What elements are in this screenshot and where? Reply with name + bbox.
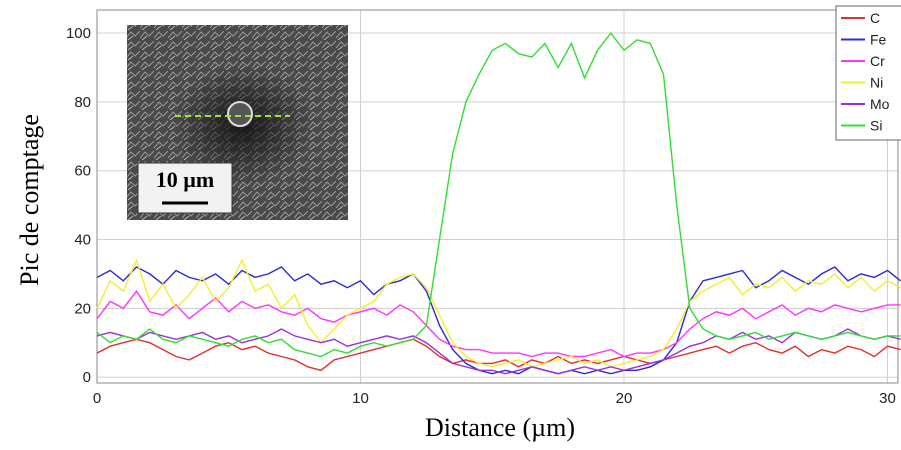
x-axis-title: Distance (µm) bbox=[425, 413, 575, 442]
x-tick-label: 20 bbox=[616, 390, 633, 407]
lines bbox=[96, 31, 901, 375]
legend-label: Si bbox=[870, 118, 882, 134]
inset-image: 10 µm bbox=[127, 25, 348, 220]
series-line bbox=[96, 31, 901, 358]
series-line bbox=[96, 258, 901, 368]
y-tick-label: 80 bbox=[74, 94, 91, 111]
legend-label: Cr bbox=[870, 53, 885, 69]
plot-frame bbox=[96, 9, 899, 384]
legend-box bbox=[835, 5, 901, 141]
y-tick-label: 20 bbox=[74, 300, 91, 317]
series-line bbox=[96, 289, 901, 358]
legend-label: Ni bbox=[870, 75, 883, 91]
legend: C Fe Cr Ni Mo Si bbox=[835, 5, 901, 141]
x-tick-label: 0 bbox=[93, 390, 101, 407]
scale-box bbox=[137, 162, 233, 214]
legend-label: C bbox=[870, 10, 880, 26]
scale-label: 10 µm bbox=[156, 167, 215, 192]
x-tick-label: 30 bbox=[879, 390, 896, 407]
y-tick-label: 0 bbox=[83, 369, 91, 386]
legend-label: Fe bbox=[870, 32, 887, 48]
series-line bbox=[96, 328, 901, 375]
series-line bbox=[96, 338, 901, 372]
y-tick-label: 40 bbox=[74, 232, 91, 249]
x-tick-label: 10 bbox=[352, 390, 369, 407]
sem-pit bbox=[227, 101, 253, 127]
y-axis-title: Pic de comptage bbox=[15, 114, 44, 286]
y-tick-label: 60 bbox=[74, 163, 91, 180]
legend-label: Mo bbox=[870, 96, 890, 112]
y-tick-label: 100 bbox=[66, 25, 91, 42]
